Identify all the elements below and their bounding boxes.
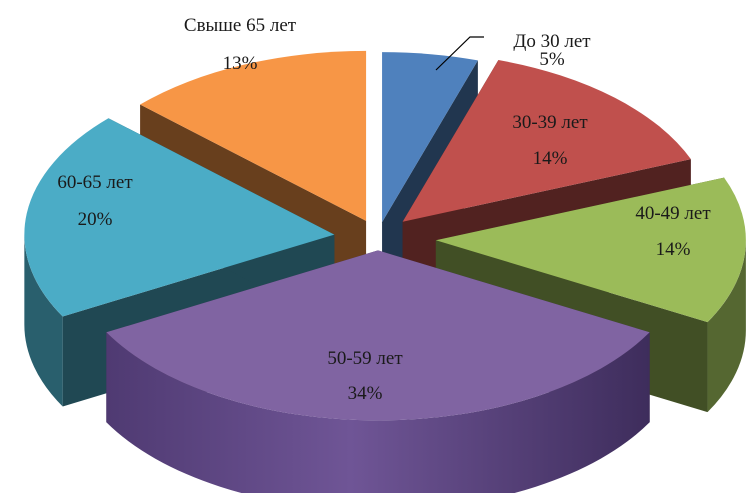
- slice-label-percent: 14%: [656, 239, 691, 260]
- slice-outer-wall: [24, 234, 63, 407]
- slice-label-category: 30-39 лет: [512, 112, 588, 133]
- slice-label-category: 60-65 лет: [57, 172, 133, 193]
- pie-slice-0: [382, 52, 478, 223]
- slice-label-percent: 13%: [223, 53, 258, 74]
- slice-label-category: 50-59 лет: [327, 348, 403, 369]
- pie-slice-5: [140, 50, 367, 221]
- slice-outer-wall: [106, 332, 650, 493]
- slice-label-category: Свыше 65 лет: [184, 15, 297, 36]
- pie-slice-2: [435, 177, 746, 323]
- slice-label-category: До 30 лет: [513, 31, 591, 52]
- pie-slice-4: [24, 118, 335, 317]
- slice-label-percent: 14%: [533, 148, 568, 169]
- slice-label-category: 40-49 лет: [635, 203, 711, 224]
- pie-slice-3: [106, 250, 650, 421]
- label-leader-line: [435, 36, 484, 71]
- slice-label-percent: 5%: [539, 49, 565, 70]
- slice-label-percent: 20%: [78, 209, 113, 230]
- slice-label-percent: 34%: [348, 383, 383, 404]
- slice-outer-wall: [707, 240, 746, 413]
- pie-slice-1: [402, 60, 691, 222]
